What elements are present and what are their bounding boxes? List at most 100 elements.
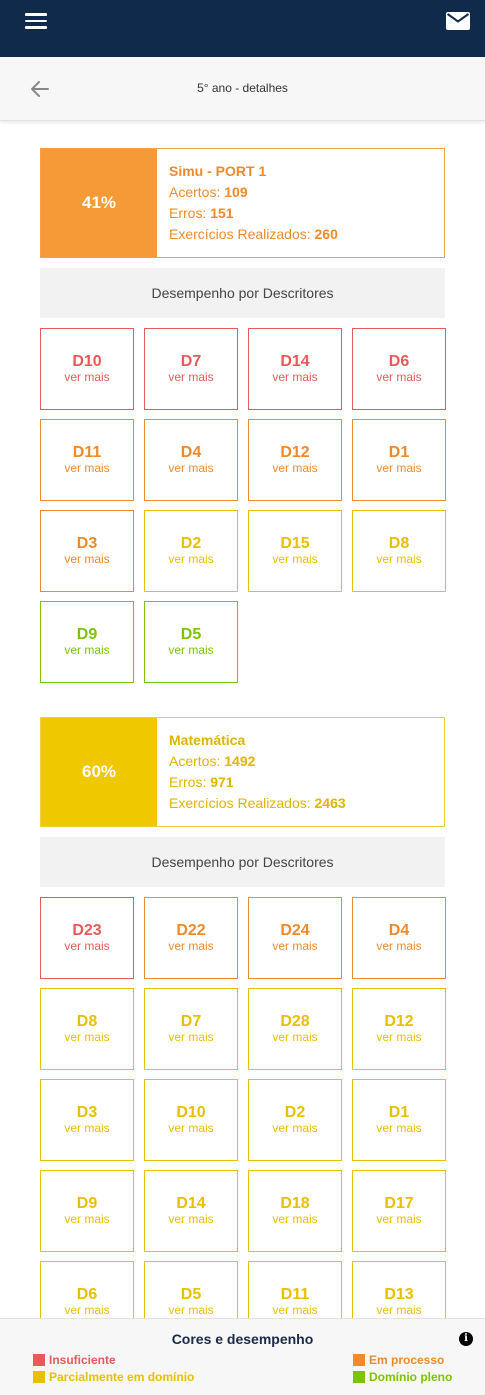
legend-swatch (353, 1371, 365, 1383)
legend-item-dominio-pleno: Domínio pleno (353, 1370, 452, 1384)
ver-mais-link[interactable]: ver mais (272, 461, 318, 475)
ver-mais-link[interactable]: ver mais (272, 1121, 318, 1135)
descriptor-tile-d13[interactable]: D13 ver mais (352, 1261, 446, 1318)
ver-mais-link[interactable]: ver mais (272, 552, 318, 566)
ver-mais-link[interactable]: ver mais (64, 643, 110, 657)
descriptor-tile-d3[interactable]: D3 ver mais (40, 1079, 134, 1161)
descriptor-tile-d5[interactable]: D5 ver mais (144, 1261, 238, 1318)
ver-mais-link[interactable]: ver mais (168, 552, 214, 566)
ver-mais-link[interactable]: ver mais (376, 1303, 422, 1317)
descriptor-tile-d11[interactable]: D11 ver mais (248, 1261, 342, 1318)
legend-item-em-processo: Em processo (353, 1353, 444, 1367)
ver-mais-link[interactable]: ver mais (168, 1030, 214, 1044)
descriptor-tile-d11[interactable]: D11 ver mais (40, 419, 134, 501)
descriptor-tile-d8[interactable]: D8 ver mais (40, 988, 134, 1070)
descriptor-tile-d6[interactable]: D6 ver mais (40, 1261, 134, 1318)
erros-line: Erros: 971 (169, 774, 234, 790)
ver-mais-link[interactable]: ver mais (376, 1212, 422, 1226)
ver-mais-link[interactable]: ver mais (272, 939, 318, 953)
ver-mais-link[interactable]: ver mais (64, 939, 110, 953)
descriptor-tile-d10[interactable]: D10 ver mais (144, 1079, 238, 1161)
ver-mais-link[interactable]: ver mais (168, 461, 214, 475)
subject-summary-card[interactable]: 60% Matemática Acertos: 1492 Erros: 971 … (40, 717, 445, 827)
ver-mais-link[interactable]: ver mais (64, 1121, 110, 1135)
legend-swatch (353, 1354, 365, 1366)
arrow-left-icon[interactable] (30, 79, 50, 99)
ver-mais-link[interactable]: ver mais (376, 1121, 422, 1135)
ver-mais-link[interactable]: ver mais (168, 1121, 214, 1135)
ver-mais-link[interactable]: ver mais (376, 939, 422, 953)
top-app-bar (0, 0, 485, 57)
subject-summary-card[interactable]: 41% Simu - PORT 1 Acertos: 109 Erros: 15… (40, 148, 445, 258)
ver-mais-link[interactable]: ver mais (376, 552, 422, 566)
descriptor-code: D15 (280, 535, 310, 552)
descriptor-tile-d10[interactable]: D10 ver mais (40, 328, 134, 410)
acertos-line: Acertos: 1492 (169, 753, 256, 769)
ver-mais-link[interactable]: ver mais (64, 461, 110, 475)
descriptor-tile-d28[interactable]: D28 ver mais (248, 988, 342, 1070)
exercicios-line: Exercícios Realizados: 2463 (169, 795, 346, 811)
descriptor-tile-d4[interactable]: D4 ver mais (352, 897, 446, 979)
hamburger-menu-icon[interactable] (25, 13, 47, 31)
legend-panel: Cores e desempenho i Insuficiente Em pro… (0, 1318, 485, 1395)
descriptor-code: D4 (180, 444, 202, 461)
envelope-icon[interactable] (446, 12, 470, 30)
ver-mais-link[interactable]: ver mais (168, 1303, 214, 1317)
ver-mais-link[interactable]: ver mais (64, 370, 110, 384)
descriptor-tile-d9[interactable]: D9 ver mais (40, 1170, 134, 1252)
ver-mais-link[interactable]: ver mais (376, 461, 422, 475)
descriptor-tile-d18[interactable]: D18 ver mais (248, 1170, 342, 1252)
ver-mais-link[interactable]: ver mais (272, 370, 318, 384)
page-header: 5° ano - detalhes (0, 57, 485, 121)
descriptor-tile-d17[interactable]: D17 ver mais (352, 1170, 446, 1252)
descriptor-code: D5 (180, 626, 202, 643)
ver-mais-link[interactable]: ver mais (64, 1212, 110, 1226)
info-icon[interactable]: i (459, 1332, 473, 1346)
ver-mais-link[interactable]: ver mais (376, 1030, 422, 1044)
descriptor-tile-d12[interactable]: D12 ver mais (248, 419, 342, 501)
descriptor-tile-d1[interactable]: D1 ver mais (352, 419, 446, 501)
descriptor-tile-d4[interactable]: D4 ver mais (144, 419, 238, 501)
ver-mais-link[interactable]: ver mais (64, 1303, 110, 1317)
descriptor-tile-d7[interactable]: D7 ver mais (144, 988, 238, 1070)
descriptor-tile-d2[interactable]: D2 ver mais (144, 510, 238, 592)
ver-mais-link[interactable]: ver mais (272, 1030, 318, 1044)
descriptor-tile-d6[interactable]: D6 ver mais (352, 328, 446, 410)
descriptor-tile-d2[interactable]: D2 ver mais (248, 1079, 342, 1161)
legend-title: Cores e desempenho (171, 1331, 314, 1347)
descriptor-tile-d14[interactable]: D14 ver mais (248, 328, 342, 410)
descriptor-tile-d1[interactable]: D1 ver mais (352, 1079, 446, 1161)
descriptor-code: D2 (284, 1104, 306, 1121)
content-area[interactable]: 41% Simu - PORT 1 Acertos: 109 Erros: 15… (0, 122, 485, 1318)
descriptor-code: D18 (280, 1195, 310, 1212)
subject-name: Simu - PORT 1 (169, 163, 267, 179)
ver-mais-link[interactable]: ver mais (272, 1303, 318, 1317)
descriptor-code: D7 (180, 353, 202, 370)
ver-mais-link[interactable]: ver mais (64, 552, 110, 566)
ver-mais-link[interactable]: ver mais (168, 939, 214, 953)
descriptor-tile-d24[interactable]: D24 ver mais (248, 897, 342, 979)
descriptor-tile-d3[interactable]: D3 ver mais (40, 510, 134, 592)
descriptor-code: D11 (72, 444, 102, 461)
legend-swatch (33, 1371, 45, 1383)
legend-swatch (33, 1354, 45, 1366)
descriptor-tile-d9[interactable]: D9 ver mais (40, 601, 134, 683)
ver-mais-link[interactable]: ver mais (168, 370, 214, 384)
descriptor-code: D17 (384, 1195, 414, 1212)
descriptor-tile-d8[interactable]: D8 ver mais (352, 510, 446, 592)
descriptor-code: D1 (388, 1104, 410, 1121)
descriptor-tile-d14[interactable]: D14 ver mais (144, 1170, 238, 1252)
descriptor-tile-d12[interactable]: D12 ver mais (352, 988, 446, 1070)
descriptor-tile-d7[interactable]: D7 ver mais (144, 328, 238, 410)
ver-mais-link[interactable]: ver mais (168, 1212, 214, 1226)
descriptor-code: D14 (280, 353, 310, 370)
descriptor-tile-d23[interactable]: D23 ver mais (40, 897, 134, 979)
erros-line: Erros: 151 (169, 205, 234, 221)
ver-mais-link[interactable]: ver mais (272, 1212, 318, 1226)
ver-mais-link[interactable]: ver mais (64, 1030, 110, 1044)
descriptor-tile-d22[interactable]: D22 ver mais (144, 897, 238, 979)
descriptor-tile-d15[interactable]: D15 ver mais (248, 510, 342, 592)
ver-mais-link[interactable]: ver mais (376, 370, 422, 384)
ver-mais-link[interactable]: ver mais (168, 643, 214, 657)
descriptor-tile-d5[interactable]: D5 ver mais (144, 601, 238, 683)
